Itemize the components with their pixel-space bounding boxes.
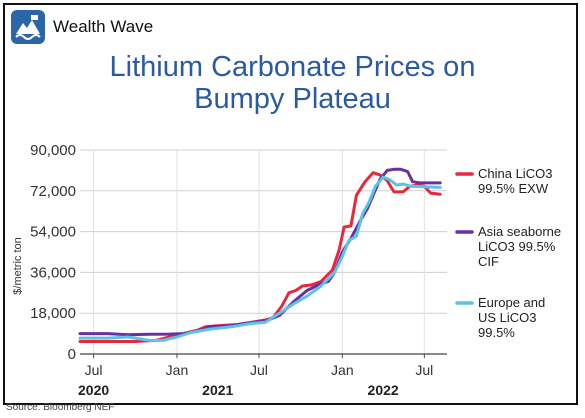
y-tick-label: 18,000 <box>30 305 76 322</box>
legend-label-2: CIF <box>478 254 499 269</box>
x-tick-label: Jul <box>415 362 433 378</box>
legend-label-1: 99.5% EXW <box>478 181 549 196</box>
x-tick-label: Jul <box>250 362 268 378</box>
x-year-label: 2022 <box>368 382 399 398</box>
series-line-1 <box>78 171 442 343</box>
chart-title-line-2: Bumpy Plateau <box>194 83 391 115</box>
x-tick-label: Jan <box>331 362 354 378</box>
x-year-label: 2021 <box>202 382 233 398</box>
x-tick-label: Jan <box>166 362 189 378</box>
y-tick-label: 0 <box>68 346 76 363</box>
series-line-3 <box>78 175 442 342</box>
y-tick-label: 54,000 <box>30 224 76 241</box>
brand-name: Wealth Wave <box>53 17 154 36</box>
mountain-wave-icon <box>11 10 45 44</box>
legend-label-2: LiCO3 99.5% <box>478 239 556 254</box>
legend-label-2: Asia seaborne <box>478 224 561 239</box>
chart-title: Lithium Carbonate Prices on Bumpy Platea… <box>5 51 580 115</box>
x-year-label: 2020 <box>78 382 109 398</box>
legend-label-3: Europe and <box>478 295 545 310</box>
legend-label-3: 99.5% <box>478 325 515 340</box>
brand: Wealth Wave <box>11 9 153 45</box>
series-line-2 <box>78 167 442 337</box>
legend-label-1: China LiCO3 <box>478 166 552 181</box>
source-note: Source: Bloomberg NEF <box>6 402 115 413</box>
y-tick-label: 72,000 <box>30 183 76 200</box>
x-tick-label: Jul <box>85 362 103 378</box>
y-tick-label: 36,000 <box>30 264 76 281</box>
y-tick-label: 90,000 <box>30 142 76 159</box>
chart-title-line-1: Lithium Carbonate Prices on <box>109 51 476 83</box>
legend-label-3: US LiCO3 <box>478 310 537 325</box>
